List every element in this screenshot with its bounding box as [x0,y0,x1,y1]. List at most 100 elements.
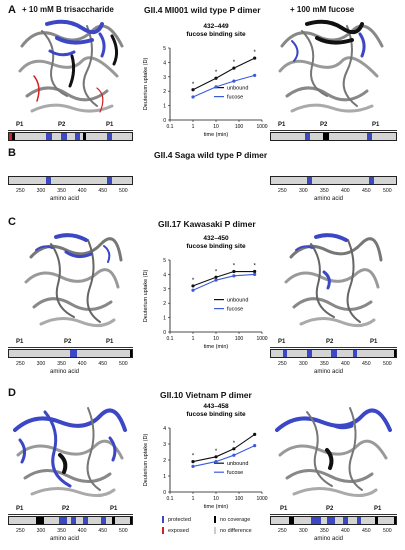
y-axis-label: Deuterium uptake (D) [143,58,149,111]
panel-b-left-ticks: 250 300 350 400 450 500 [8,188,133,196]
tick-label: 350 [57,188,66,194]
panel-c-title: GII.17 Kawasaki P dimer [158,219,256,229]
y-tick-label: 0 [163,330,166,336]
legend-protected-swatch [162,516,164,523]
protected-segment [307,177,312,184]
tick-label: 450 [362,361,371,367]
data-point-fucose [191,95,195,99]
x-tick-label: 1000 [256,496,267,502]
data-point-unbound [214,76,218,80]
panel-d-left-structure [13,407,127,497]
significance-marker: * [233,441,236,447]
legend-no-coverage-swatch [214,516,216,523]
protected-segment [101,517,106,524]
y-tick-label: 1 [163,474,166,480]
legend-label-unbound: unbound [227,86,248,92]
tick-label: 250 [16,361,25,367]
panel-a-left-domain-line [8,130,133,131]
data-point-fucose [191,464,195,468]
legend-no-difference: no difference [214,527,252,534]
no-coverage-segment [112,517,115,524]
tick-label: 400 [77,188,87,194]
panel-a-left-residue-bar [8,132,133,141]
panel-c-left-domain-p1a: P1 [16,339,24,345]
significance-marker: * [233,60,236,66]
panel-a-left-domain-p1a: P1 [16,122,24,128]
panel-b-letter: B [8,147,16,159]
tick-label: 400 [77,361,87,367]
panel-b-right-axis-label: amino acid [314,196,344,202]
tick-label: 400 [341,188,350,194]
legend-no-coverage: no coverage [214,516,250,523]
significance-marker: * [215,449,218,455]
panel-c-right-domain-p2: P2 [326,339,334,345]
protected-segment [46,133,52,140]
panel-a-right-residue-bar [270,132,397,141]
significance-marker: * [233,264,236,270]
protected-segment [70,350,77,357]
data-point-fucose [214,85,218,89]
panel-d-left-domain-p2: P2 [62,506,70,512]
tick-label: 300 [36,188,46,194]
no-coverage-segment [323,133,329,140]
x-tick-label: 10 [213,336,219,342]
x-axis-label: time (min) [204,132,229,138]
tick-label: 350 [320,188,329,194]
protected-segment [46,177,51,184]
tick-label: 250 [278,188,287,194]
y-tick-label: 4 [163,60,166,66]
tick-label: 300 [299,361,308,367]
protected-segment [367,133,372,140]
panel-c-left-domain-line [8,347,133,348]
y-tick-label: 4 [163,426,166,432]
panel-a-left-domain-p2: P2 [58,122,66,128]
panel-c-left-domain-p1b: P1 [106,339,114,345]
panel-a-right-condition: + 100 mM fucose [290,5,355,14]
panel-a-letter: A [8,4,16,16]
legend-protected: protected [162,516,191,523]
protected-segment [305,133,310,140]
x-tick-label: 10 [213,124,219,130]
protected-segment [357,517,361,524]
legend-protected-label: protected [168,516,191,523]
panel-d-right-structure [275,407,392,497]
panel-d-right-residue-bar [270,516,397,525]
panel-d-left-domain-p1a: P1 [16,506,24,512]
x-tick-label: 1000 [256,336,267,342]
panel-a-right-domain-p1b: P1 [372,122,380,128]
tick-label: 400 [341,528,350,534]
tick-label: 500 [119,528,128,534]
no-coverage-segment [130,517,132,524]
data-point-unbound [191,284,195,288]
protected-segment [83,517,88,524]
chart-title: 432–449 [203,23,229,30]
series-line-unbound [192,57,255,91]
tick-label: 250 [278,528,287,534]
panel-d-right-axis-label: amino acid [314,536,344,542]
x-axis-label: time (min) [204,504,229,510]
data-point-unbound [253,56,257,60]
y-tick-label: 0 [163,490,166,496]
protected-segment [311,517,321,524]
tick-label: 400 [77,528,87,534]
panel-c-letter: C [8,216,16,228]
tick-label: 300 [36,361,46,367]
y-tick-label: 5 [163,46,166,52]
protected-segment [107,177,112,184]
panel-c-left-structure [24,233,123,327]
exposed-segment [9,133,12,140]
y-tick-label: 1 [163,104,166,110]
panel-c-right-domain-p1b: P1 [370,339,378,345]
panel-a-right-structure [278,19,384,113]
protected-segment [283,350,287,357]
no-coverage-segment [375,517,378,524]
x-tick-label: 10 [213,496,219,502]
panel-d-right-ticks: 250 300 350 400 450 500 [270,528,397,536]
y-tick-label: 2 [163,89,166,95]
panel-b-left-residue-bar [8,176,133,185]
panel-b-left-axis-label: amino acid [50,196,80,202]
y-tick-label: 3 [163,442,166,448]
legend-label-fucose: fucose [227,95,243,101]
protected-segment [61,133,67,140]
y-tick-label: 2 [163,458,166,464]
